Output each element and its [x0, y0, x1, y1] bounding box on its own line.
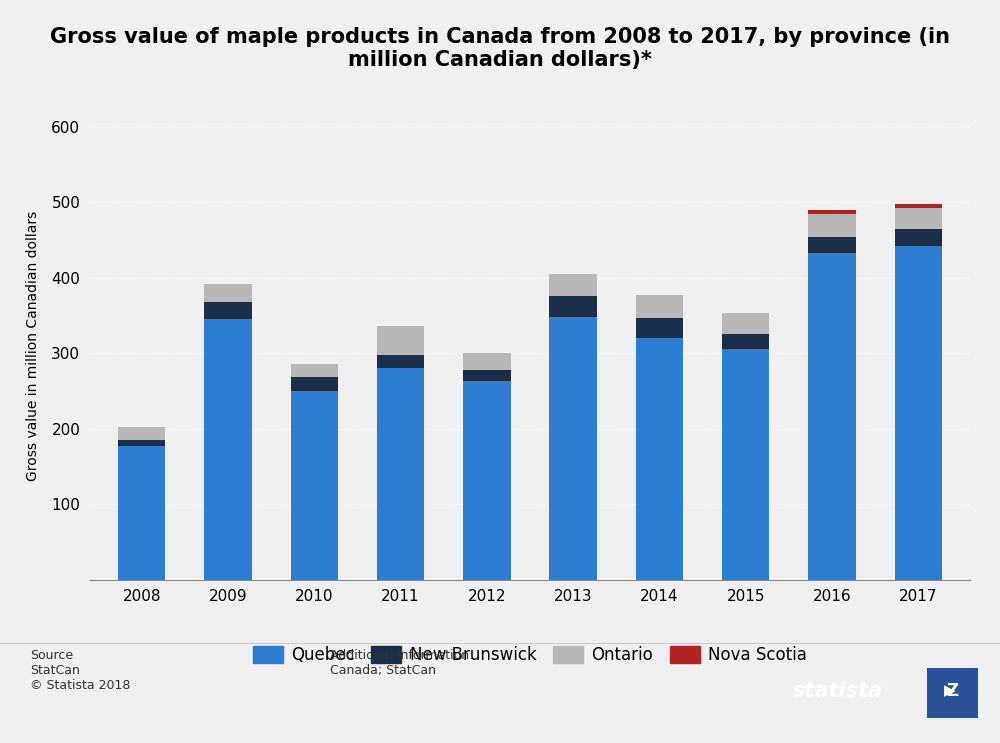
Bar [291, 363, 338, 377]
Bar [118, 440, 165, 446]
Bar [722, 334, 769, 349]
Text: Additional Information:
Canada; StatCan: Additional Information: Canada; StatCan [330, 649, 473, 677]
Bar [463, 353, 511, 370]
Bar [118, 427, 165, 440]
Bar [636, 317, 683, 338]
Bar [549, 273, 597, 296]
Bar [636, 338, 683, 580]
Bar [722, 313, 769, 334]
Bar [463, 381, 511, 580]
Bar [808, 214, 856, 237]
Text: ▶: ▶ [944, 684, 955, 698]
Bar [808, 210, 856, 214]
Bar [204, 302, 252, 319]
Bar [895, 208, 942, 230]
Bar [549, 317, 597, 580]
Legend: Quebec, New Brunswick, Ontario, Nova Scotia: Quebec, New Brunswick, Ontario, Nova Sco… [246, 640, 814, 671]
Bar [927, 668, 978, 718]
Bar [722, 349, 769, 580]
Bar [808, 237, 856, 253]
Bar [808, 253, 856, 580]
Bar [895, 230, 942, 246]
Bar [291, 391, 338, 580]
Bar [895, 204, 942, 208]
Y-axis label: Gross value in million Canadian dollars: Gross value in million Canadian dollars [26, 210, 40, 481]
Bar [549, 296, 597, 317]
Bar [377, 326, 424, 354]
Text: Z: Z [946, 682, 958, 700]
Text: Source
StatCan
© Statista 2018: Source StatCan © Statista 2018 [30, 649, 130, 692]
Bar [377, 354, 424, 368]
Bar [204, 319, 252, 580]
Bar [463, 370, 511, 381]
Bar [895, 246, 942, 580]
Bar [291, 377, 338, 391]
Bar [118, 446, 165, 580]
Bar [204, 284, 252, 302]
Text: Gross value of maple products in Canada from 2008 to 2017, by province (in
milli: Gross value of maple products in Canada … [50, 27, 950, 70]
Bar [636, 295, 683, 317]
Bar [377, 368, 424, 580]
Text: statista: statista [793, 681, 883, 701]
